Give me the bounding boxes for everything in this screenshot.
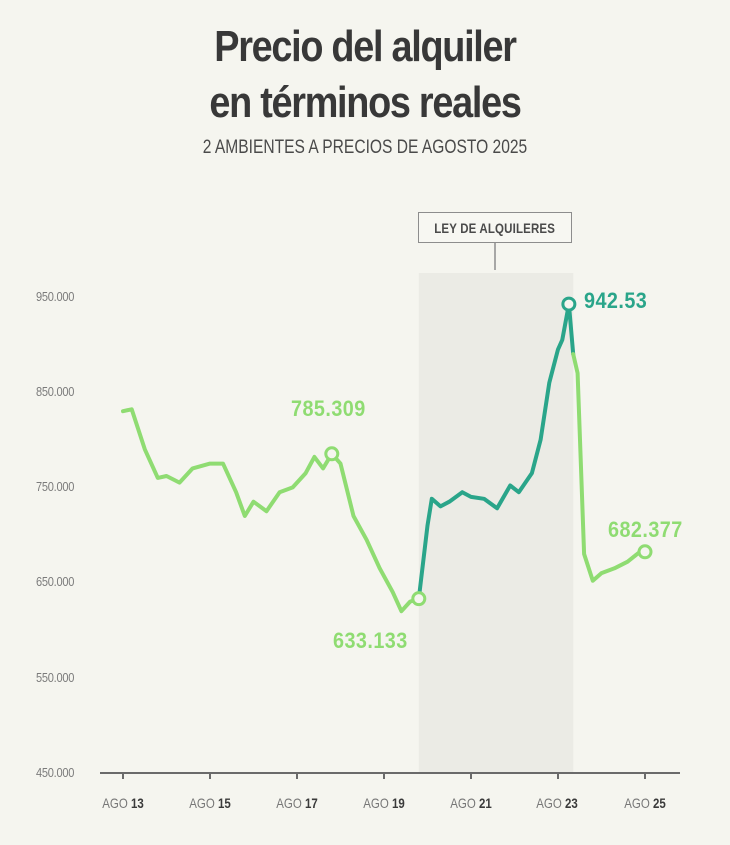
- x-tick-ago-25: AGO 25: [624, 795, 666, 811]
- y-tick-850000: 850.000: [36, 384, 75, 399]
- data-lines: [121, 302, 647, 614]
- x-tick-ago-13: AGO 13: [102, 795, 144, 811]
- annotation-label: LEY DE ALQUILERES: [434, 219, 556, 236]
- data-markers: [324, 296, 653, 607]
- y-tick-750000: 750.000: [36, 479, 75, 494]
- data-point-marker: [411, 591, 427, 607]
- y-tick-650000: 650.000: [36, 574, 75, 589]
- series-line: [416, 302, 576, 601]
- label-peak-2023: 942.53: [584, 288, 648, 313]
- x-axis-ticks: [122, 773, 646, 779]
- series-line: [571, 352, 647, 583]
- chart-title-line1: Precio del alquiler: [214, 22, 517, 71]
- x-tick-ago-15: AGO 15: [189, 795, 231, 811]
- data-point-marker: [324, 446, 340, 462]
- ley-de-alquileres-annotation: LEY DE ALQUILERES: [418, 212, 572, 243]
- label-current-2025: 682.377: [608, 517, 683, 542]
- data-point-marker: [637, 544, 653, 560]
- chart-subtitle: 2 AMBIENTES A PRECIOS DE AGOSTO 2025: [202, 137, 528, 158]
- data-point-marker: [561, 296, 577, 312]
- label-peak-2017: 785.309: [291, 396, 366, 421]
- y-tick-950000: 950.000: [36, 289, 75, 304]
- ley-de-alquileres-shaded-region: [418, 273, 574, 773]
- label-low-2019: 633.133: [333, 628, 408, 653]
- y-tick-450000: 450.000: [36, 765, 75, 780]
- chart-title-line2: en términos reales: [209, 78, 521, 127]
- y-tick-550000: 550.000: [36, 670, 75, 685]
- x-tick-ago-17: AGO 17: [276, 795, 318, 811]
- x-tick-ago-23: AGO 23: [536, 795, 578, 811]
- x-tick-ago-19: AGO 19: [363, 795, 405, 811]
- series-line: [121, 407, 421, 614]
- x-tick-ago-21: AGO 21: [450, 795, 492, 811]
